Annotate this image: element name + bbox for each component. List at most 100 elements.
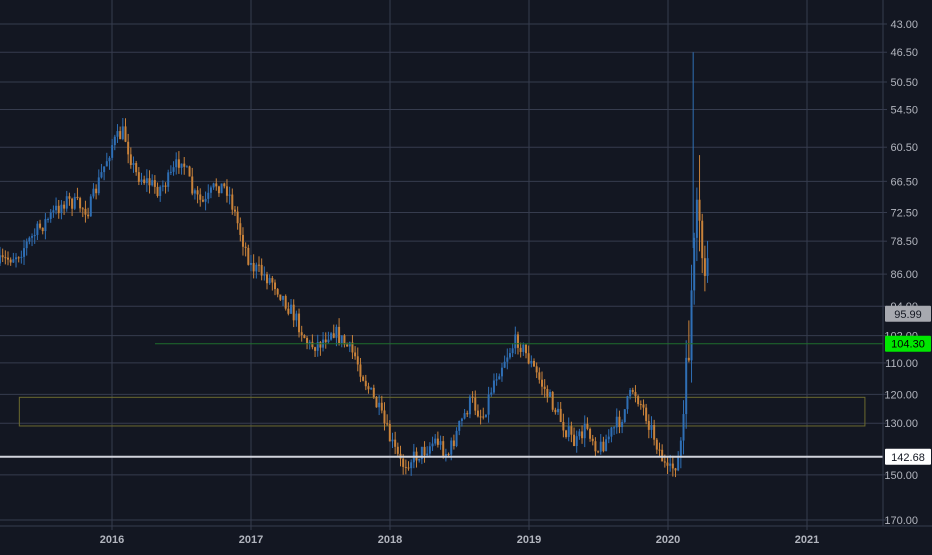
candle-body: [290, 304, 293, 314]
candle-body: [693, 237, 696, 291]
candle-body: [105, 161, 108, 167]
candle-body: [241, 234, 244, 247]
candle-body: [524, 344, 527, 354]
candle-body: [87, 214, 90, 217]
candle-body: [324, 339, 327, 343]
candle-body: [487, 394, 490, 415]
candle-body: [348, 342, 351, 347]
candle-body: [530, 360, 533, 364]
candle-body: [1, 255, 4, 258]
candle-body: [223, 183, 226, 187]
time-axis[interactable]: 2016 2017 2018 2019 2020 2021: [100, 526, 819, 546]
candle-body: [183, 163, 186, 167]
candle-body: [605, 439, 608, 452]
candle-body: [137, 172, 140, 182]
candle-body: [97, 177, 100, 194]
candle-body: [474, 397, 477, 411]
y-tick-label: 130.00: [884, 418, 918, 430]
candle-body: [549, 391, 552, 397]
candle-body: [503, 361, 506, 368]
price-badge-label: 142.68: [891, 452, 925, 464]
candle-body: [458, 420, 461, 431]
candle-body: [145, 178, 148, 184]
candle-body: [637, 396, 640, 405]
candle-body: [386, 423, 389, 425]
candle-body: [559, 408, 562, 422]
candle-body: [207, 192, 210, 199]
candle-body: [492, 380, 495, 393]
y-tick-label: 54.50: [890, 105, 918, 117]
candle-body: [450, 440, 453, 455]
candle-body: [468, 396, 471, 415]
candle-body: [426, 453, 429, 456]
candle-body: [570, 426, 573, 435]
candle-body: [394, 439, 397, 447]
candle-body: [629, 389, 632, 397]
y-tick-label: 50.50: [890, 77, 918, 89]
candle-body: [583, 423, 586, 439]
candle-body: [335, 326, 338, 338]
candle-body: [538, 372, 541, 380]
candle-body: [119, 131, 122, 140]
candle-body: [463, 413, 466, 419]
candle-body: [89, 196, 92, 217]
candle-body: [346, 344, 349, 347]
candle-body: [407, 467, 410, 469]
candle-body: [354, 352, 357, 357]
candle-body: [284, 295, 287, 309]
candle-body: [76, 196, 79, 199]
candle-body: [257, 264, 260, 266]
candle-body: [17, 257, 20, 259]
candle-body: [655, 439, 658, 450]
candle-body: [370, 387, 373, 390]
candle-body: [428, 446, 431, 454]
candle-body: [225, 186, 228, 196]
candle-body: [380, 402, 383, 411]
candle-body: [151, 180, 154, 186]
candle-body: [436, 438, 439, 445]
horizontal-lines: [0, 343, 883, 458]
candle-body: [135, 163, 138, 173]
candle-body: [57, 205, 60, 214]
candle-body: [562, 421, 565, 431]
zone-rectangle: [18, 396, 866, 427]
candle-body: [175, 159, 178, 168]
candle-body: [391, 439, 394, 442]
candle-body: [444, 453, 447, 456]
candle-body: [316, 341, 319, 351]
candle-body: [143, 179, 146, 184]
y-tick-label: 78.50: [890, 236, 918, 248]
candle-body: [231, 194, 234, 210]
candle-body: [111, 145, 114, 158]
candle-body: [383, 410, 386, 424]
candle-body: [626, 396, 629, 410]
candle-body: [586, 423, 589, 429]
candle-body: [121, 126, 124, 140]
candle-body: [191, 176, 194, 194]
y-tick-label: 86.00: [890, 269, 918, 281]
candle-body: [161, 185, 164, 187]
candle-body: [255, 264, 258, 272]
candle-body: [343, 335, 346, 345]
candle-body: [479, 416, 482, 418]
candle-body: [100, 172, 103, 178]
candle-body: [33, 234, 36, 237]
candle-body: [276, 289, 279, 295]
candle-body: [4, 257, 7, 259]
y-tick-label: 150.00: [884, 470, 918, 482]
candle-body: [484, 414, 487, 417]
candle-body: [602, 441, 605, 452]
candle-body: [706, 258, 709, 276]
candle-body: [663, 461, 666, 463]
candle-body: [591, 438, 594, 442]
candle-body: [375, 397, 378, 408]
candle-body: [169, 171, 172, 173]
y-tick-label: 120.00: [884, 389, 918, 401]
candle-body: [295, 313, 298, 321]
candle-body: [308, 341, 311, 344]
candle-body: [199, 194, 202, 200]
candle-body: [447, 453, 450, 455]
